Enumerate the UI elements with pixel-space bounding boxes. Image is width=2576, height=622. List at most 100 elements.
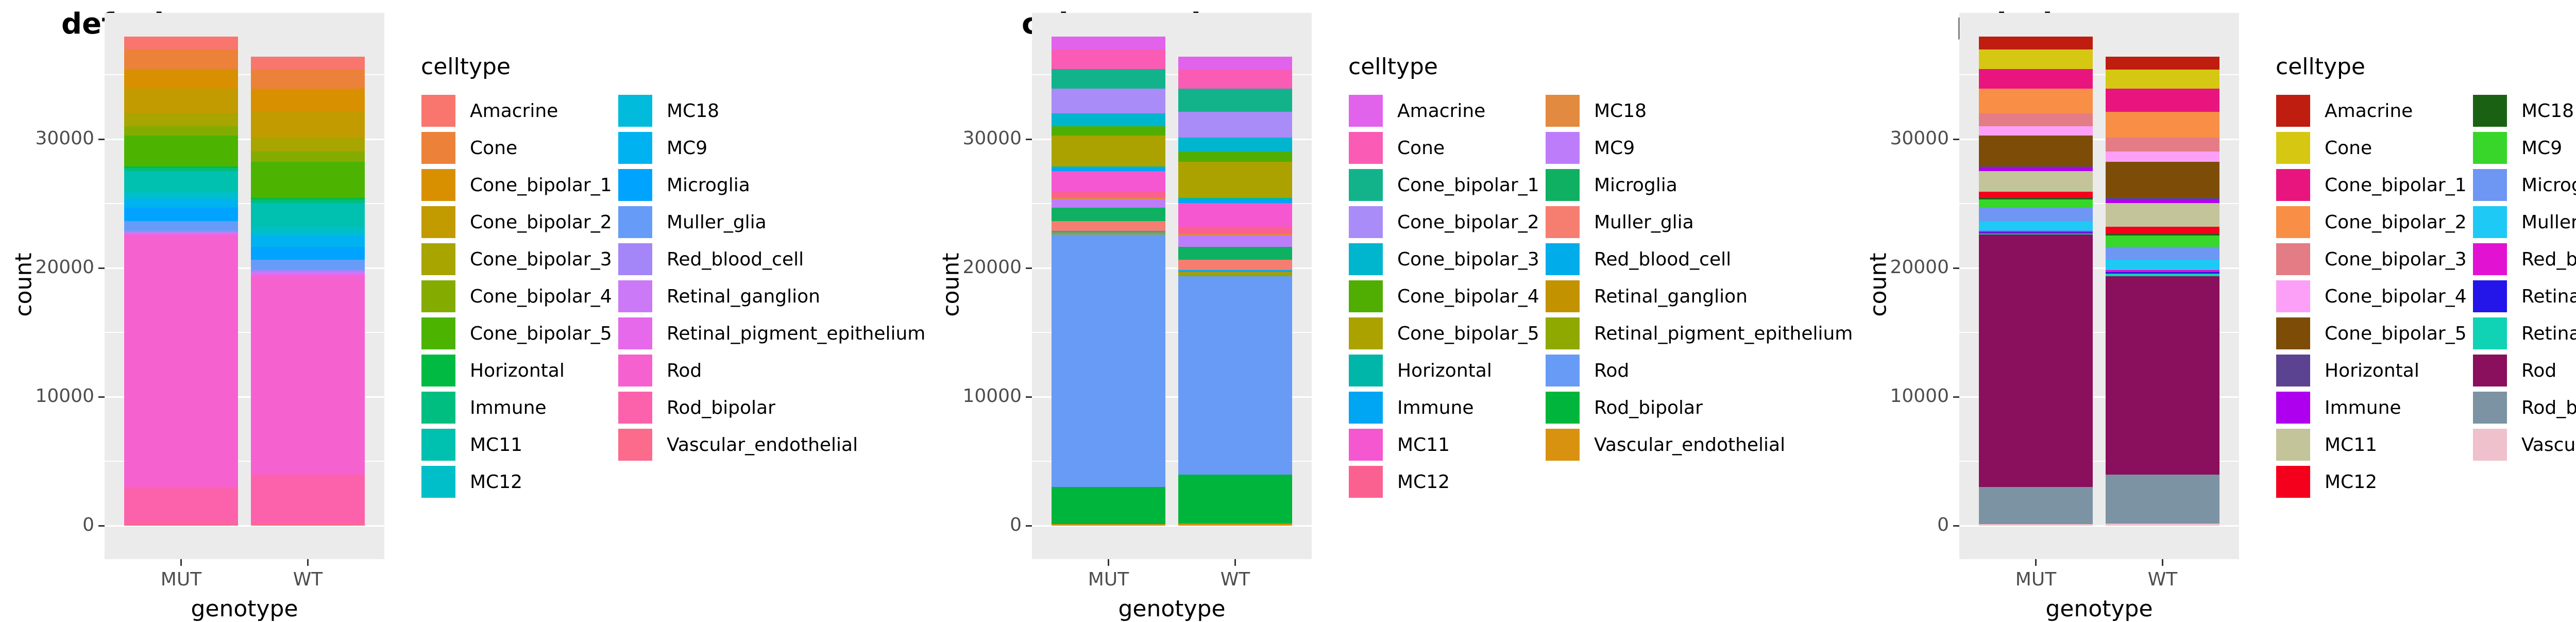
gridline-major bbox=[1959, 525, 2239, 527]
legend-key-cone_bipolar_4 bbox=[1349, 280, 1383, 312]
gridline-major bbox=[1959, 138, 2239, 140]
bar-segment-mc11 bbox=[251, 203, 365, 227]
bar-segment-mc12 bbox=[251, 226, 365, 234]
bar-segment-retinal_pigment_epithelium bbox=[124, 233, 238, 234]
legend-label-cone_bipolar_4: Cone_bipolar_4 bbox=[2325, 286, 2467, 307]
bar-segment-cone_bipolar_3 bbox=[251, 137, 365, 152]
y-axis-tick-mark bbox=[1026, 267, 1032, 269]
bar-segment-rod_bipolar bbox=[1979, 487, 2093, 524]
x-axis-title: genotype bbox=[1118, 596, 1226, 622]
plot-panel bbox=[1032, 13, 1312, 559]
legend-label-mc9: MC9 bbox=[1594, 138, 1635, 159]
legend-key-cone bbox=[2276, 132, 2310, 164]
y-axis-tick-mark bbox=[1953, 138, 1959, 140]
bar-segment-microglia bbox=[124, 208, 238, 222]
y-axis-tick-mark bbox=[1953, 396, 1959, 398]
legend-key-mc12 bbox=[1349, 466, 1383, 498]
gridline-major bbox=[1032, 267, 1312, 269]
legend-label-red_blood_cell: Red_blood_cell bbox=[1594, 249, 1732, 270]
legend-key-mc9 bbox=[2473, 132, 2507, 164]
bar-segment-cone bbox=[1979, 49, 2093, 69]
bar-segment-amacrine bbox=[1052, 36, 1165, 50]
legend-key-mc18 bbox=[2473, 95, 2507, 127]
bar-segment-amacrine bbox=[124, 36, 238, 50]
x-axis-tick-mark bbox=[180, 559, 182, 566]
bar-segment-red_blood_cell bbox=[1979, 231, 2093, 233]
legend-label-red_blood_cell: Red_blood_cell bbox=[667, 249, 804, 270]
legend-label-mc12: MC12 bbox=[470, 472, 523, 493]
legend-label-mc18: MC18 bbox=[667, 100, 720, 122]
bar-segment-immune bbox=[2106, 199, 2219, 203]
bar-segment-microglia bbox=[1052, 208, 1165, 222]
bar-segment-cone bbox=[251, 70, 365, 89]
bar-segment-immune bbox=[1178, 199, 1292, 203]
legend-label-cone_bipolar_5: Cone_bipolar_5 bbox=[470, 323, 612, 344]
bar-segment-rod bbox=[1052, 234, 1165, 487]
legend-label-cone_bipolar_2: Cone_bipolar_2 bbox=[2325, 212, 2467, 233]
legend-key-muller_glia bbox=[618, 206, 652, 238]
stacked-bar-mut bbox=[124, 36, 238, 526]
legend-key-immune bbox=[421, 392, 455, 424]
bar-segment-mc11 bbox=[124, 171, 238, 192]
legend-key-cone bbox=[1349, 132, 1383, 164]
bar-segment-mc18 bbox=[1979, 197, 2093, 199]
bar-segment-horizontal bbox=[1178, 197, 1292, 199]
legend-key-red_blood_cell bbox=[2473, 243, 2507, 275]
bar-segment-microglia bbox=[2106, 246, 2219, 260]
legend-label-microglia: Microglia bbox=[1594, 175, 1677, 196]
legend-label-cone_bipolar_4: Cone_bipolar_4 bbox=[1397, 286, 1539, 307]
legend-key-cone bbox=[421, 132, 455, 164]
legend-label-cone: Cone bbox=[2325, 138, 2372, 159]
y-axis-tick-label: 30000 bbox=[35, 128, 94, 149]
bar-segment-red_blood_cell bbox=[1178, 270, 1292, 273]
bar-segment-mc12 bbox=[1979, 191, 2093, 198]
bar-segment-muller_glia bbox=[124, 221, 238, 231]
bar-segment-rod bbox=[124, 234, 238, 487]
bar-segment-cone_bipolar_4 bbox=[124, 126, 238, 136]
bar-segment-mc11 bbox=[2106, 203, 2219, 227]
bar-segment-mc9 bbox=[251, 236, 365, 247]
bar-segment-cone_bipolar_3 bbox=[124, 113, 238, 127]
gridline-minor bbox=[105, 332, 384, 333]
y-axis-tick-label: 0 bbox=[82, 514, 94, 535]
legend-key-mc11 bbox=[421, 429, 455, 461]
gridline-major bbox=[1959, 267, 2239, 269]
legend-title: celltype bbox=[2276, 54, 2366, 80]
bar-segment-cone_bipolar_4 bbox=[1052, 126, 1165, 136]
legend-key-cone_bipolar_2 bbox=[421, 206, 455, 238]
legend-key-amacrine bbox=[421, 95, 455, 127]
legend-key-cone_bipolar_3 bbox=[421, 243, 455, 275]
legend-key-cone_bipolar_5 bbox=[1349, 317, 1383, 349]
x-axis-tick-label-wt: WT bbox=[2147, 569, 2178, 590]
y-axis-tick-label: 0 bbox=[1010, 514, 1022, 535]
bar-segment-amacrine bbox=[1979, 36, 2093, 50]
legend-key-cone_bipolar_2 bbox=[1349, 206, 1383, 238]
legend-key-vascular_endothelial bbox=[2473, 429, 2507, 461]
bar-segment-muller_glia bbox=[2106, 259, 2219, 270]
legend-key-horizontal bbox=[421, 355, 455, 386]
y-axis-tick-label: 10000 bbox=[1890, 385, 1949, 407]
bar-segment-cone_bipolar_5 bbox=[2106, 161, 2219, 198]
bar-segment-mc9 bbox=[1979, 199, 2093, 208]
x-axis-tick-mark bbox=[307, 559, 309, 566]
legend-label-muller_glia: Muller_glia bbox=[2521, 212, 2576, 233]
bar-segment-cone_bipolar_1 bbox=[2106, 89, 2219, 112]
legend-label-cone_bipolar_3: Cone_bipolar_3 bbox=[1397, 249, 1539, 270]
bar-segment-horizontal bbox=[251, 197, 365, 199]
legend-key-retinal_ganglion bbox=[618, 280, 652, 312]
legend-key-mc11 bbox=[1349, 429, 1383, 461]
bar-segment-cone_bipolar_2 bbox=[1979, 89, 2093, 114]
legend-key-vascular_endothelial bbox=[1546, 429, 1580, 461]
legend-key-mc9 bbox=[1546, 132, 1580, 164]
legend-key-mc12 bbox=[2276, 466, 2310, 498]
legend-key-retinal_ganglion bbox=[2473, 280, 2507, 312]
legend-key-mc18 bbox=[1546, 95, 1580, 127]
bar-segment-cone_bipolar_2 bbox=[251, 112, 365, 138]
legend-label-horizontal: Horizontal bbox=[470, 360, 565, 381]
legend-key-cone_bipolar_4 bbox=[2276, 280, 2310, 312]
legend-label-mc11: MC11 bbox=[1397, 434, 1450, 456]
legend-key-cone_bipolar_5 bbox=[421, 317, 455, 349]
legend-key-cone_bipolar_1 bbox=[1349, 169, 1383, 201]
legend-label-amacrine: Amacrine bbox=[2325, 100, 2413, 122]
x-axis-tick-label-wt: WT bbox=[293, 569, 323, 590]
